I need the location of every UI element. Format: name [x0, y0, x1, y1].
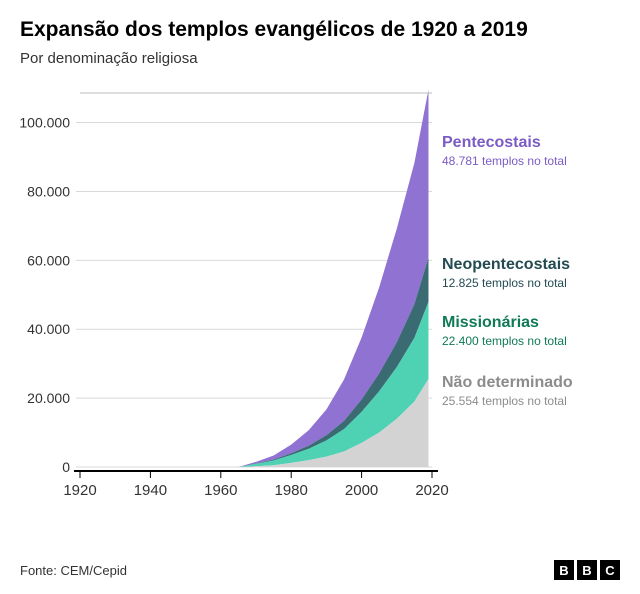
svg-text:60.000: 60.000 [27, 252, 70, 268]
svg-text:2000: 2000 [345, 482, 378, 497]
legend-sub-nao: 25.554 templos no total [442, 394, 567, 408]
bbc-logo: B B C [554, 560, 620, 580]
legend-sub-pent: 48.781 templos no total [442, 154, 567, 168]
legend-label-neo: Neopentecostais [442, 256, 570, 273]
svg-text:0: 0 [62, 459, 70, 475]
svg-text:1920: 1920 [63, 482, 96, 497]
svg-text:1940: 1940 [134, 482, 167, 497]
bbc-b1-icon: B [554, 560, 574, 580]
bbc-c-icon: C [600, 560, 620, 580]
svg-text:1960: 1960 [204, 482, 237, 497]
svg-text:40.000: 40.000 [27, 321, 70, 337]
svg-text:20.000: 20.000 [27, 390, 70, 406]
chart-container: 0 20.000 40.000 60.000 80.000 100.000 1920 1940… [20, 67, 620, 497]
svg-text:100.000: 100.000 [20, 115, 70, 131]
svg-text:80.000: 80.000 [27, 183, 70, 199]
svg-text:1980: 1980 [275, 482, 308, 497]
legend-label-pent: Pentecostais [442, 134, 541, 151]
bbc-b2-icon: B [577, 560, 597, 580]
legend-sub-neo: 12.825 templos no total [442, 276, 567, 290]
chart-title: Expansão dos templos evangélicos de 1920… [20, 18, 620, 42]
legend-label-miss: Missionárias [442, 314, 539, 331]
chart-subtitle: Por denominação religiosa [20, 50, 620, 67]
svg-text:2020: 2020 [415, 482, 448, 497]
legend-label-nao: Não determinado [442, 374, 573, 391]
footer: Fonte: CEM/Cepid B B C [20, 560, 620, 580]
stacked-area-chart: 0 20.000 40.000 60.000 80.000 100.000 1920 1940… [20, 67, 620, 497]
legend-sub-miss: 22.400 templos no total [442, 334, 567, 348]
source-text: Fonte: CEM/Cepid [20, 563, 127, 578]
